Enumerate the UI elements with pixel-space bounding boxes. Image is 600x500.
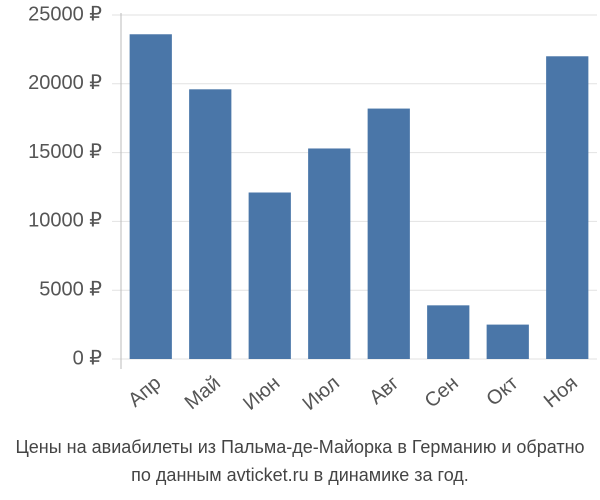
bar — [189, 89, 232, 359]
bar — [546, 56, 589, 359]
bar — [367, 108, 410, 360]
bar — [427, 305, 470, 359]
x-tick-label: Окт — [482, 372, 522, 411]
bar — [308, 148, 351, 359]
y-tick-label: 5000 ₽ — [39, 278, 102, 300]
y-tick-label: 0 ₽ — [73, 347, 103, 369]
x-tick-label: Ноя — [540, 372, 582, 412]
y-tick-label: 15000 ₽ — [28, 141, 102, 163]
y-tick-label: 20000 ₽ — [28, 72, 102, 94]
x-tick-label: Авг — [365, 372, 403, 409]
x-tick-label: Апр — [124, 372, 165, 412]
y-tick-label: 25000 ₽ — [28, 3, 102, 25]
x-tick-label: Июн — [239, 372, 284, 415]
x-tick-label: Сен — [421, 372, 463, 412]
chart-subtitle: по данным avticket.ru в динамике за год. — [131, 465, 469, 485]
x-tick-label: Май — [181, 372, 225, 414]
x-tick-label: Июл — [299, 372, 344, 415]
chart-title: Цены на авиабилеты из Пальма-де-Майорка … — [15, 437, 584, 457]
bar — [129, 34, 172, 359]
bar — [486, 324, 529, 359]
y-tick-label: 10000 ₽ — [28, 210, 102, 232]
bar — [248, 192, 291, 359]
